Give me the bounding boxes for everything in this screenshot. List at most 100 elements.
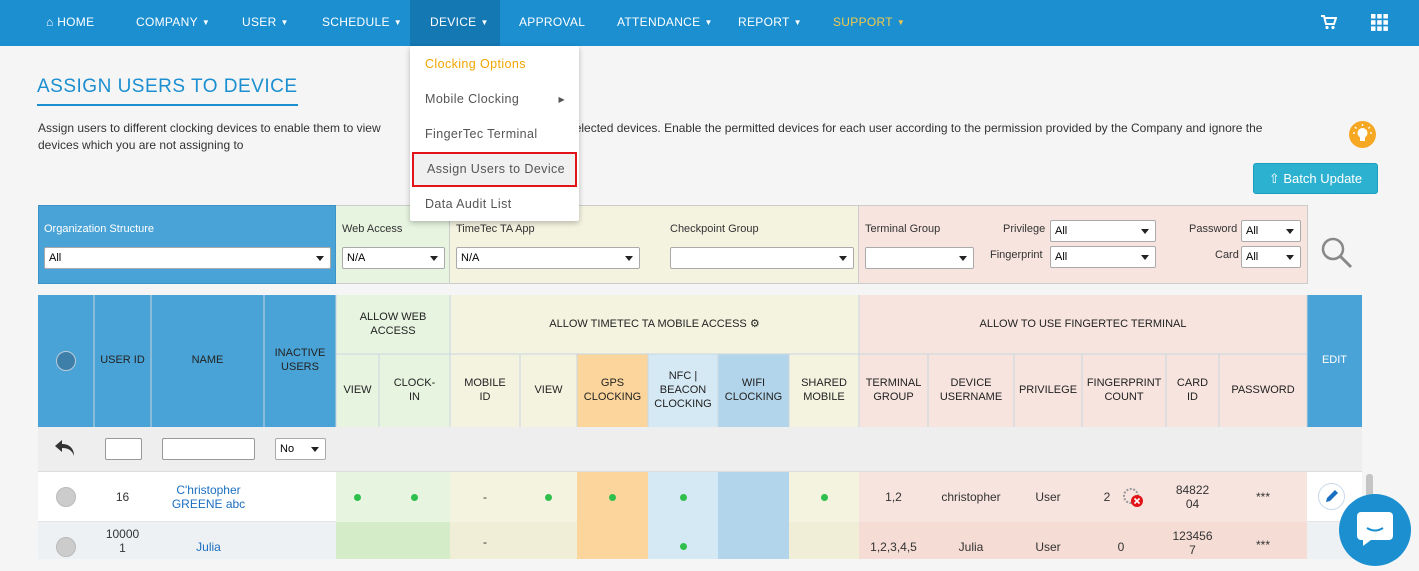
privilege-cell: User (1035, 490, 1061, 504)
edit-button[interactable] (1318, 483, 1345, 510)
nav-approval[interactable]: APPROVAL (519, 15, 586, 29)
password-select[interactable]: All (1241, 220, 1301, 242)
row-wifi-bg (718, 472, 789, 522)
user-name-link[interactable]: Julia (196, 540, 221, 554)
check-icon (56, 351, 76, 371)
nav-home[interactable]: ⌂ HOME (46, 15, 95, 29)
terminal-group-cell: 1,2,3,4,5 (870, 540, 917, 554)
timetec-app-label: TimeTec TA App (456, 223, 535, 235)
header-clock-in: CLOCK-IN (393, 377, 436, 403)
row-finger-bg (859, 522, 1307, 559)
header-card-id: CARD ID (1176, 377, 1209, 403)
header-shared: SHARED MOBILE (801, 377, 847, 403)
user-id-filter-input[interactable] (105, 438, 142, 460)
device-username-cell: christopher (941, 490, 1001, 504)
menu-item-fingertec-terminal[interactable]: FingerTec Terminal (425, 127, 538, 141)
header-edit-group (1307, 295, 1362, 427)
row-nfc-bg (648, 522, 718, 559)
mobile-id-cell: - (483, 535, 487, 549)
nav-attendance[interactable]: ATTENDANCE ▼ (617, 15, 713, 29)
nfc-dot[interactable] (648, 472, 718, 522)
checkpoint-group-select[interactable] (670, 247, 854, 269)
privilege-select[interactable]: All (1050, 220, 1156, 242)
home-icon: ⌂ (46, 15, 54, 29)
header-view2: VIEW (534, 384, 563, 396)
nav-report[interactable]: REPORT ▼ (738, 15, 802, 29)
header-view: VIEW (343, 384, 372, 396)
nav-schedule[interactable]: SCHEDULE ▼ (322, 15, 402, 29)
row-web-bg (336, 522, 450, 559)
row-checkbox[interactable] (38, 528, 94, 565)
gear-icon[interactable]: ⚙ (749, 318, 760, 330)
header-allow-mobile: ALLOW TIMETEC TA MOBILE ACCESS ⚙ (549, 318, 760, 330)
web-clockin-dot[interactable] (379, 472, 450, 522)
fingerprint-select[interactable]: All (1050, 246, 1156, 268)
web-access-select[interactable]: N/A (342, 247, 445, 269)
caret-right-icon: ▶ (558, 95, 565, 104)
check-icon (56, 487, 76, 507)
menu-item-assign-users[interactable]: Assign Users to Device (412, 152, 577, 187)
device-username-cell: Julia (958, 540, 984, 554)
name-filter-input[interactable] (162, 438, 255, 460)
header-left-group (38, 295, 336, 427)
card-label: Card (1215, 249, 1239, 261)
upload-icon: ⇧ (1268, 171, 1280, 186)
filter-terminal-panel (859, 205, 1308, 284)
org-structure-label: Organization Structure (44, 223, 155, 235)
fp-count-cell: 2 (1103, 490, 1111, 504)
terminal-group-label: Terminal Group (865, 223, 941, 235)
check-icon (56, 536, 76, 557)
header-finger-group (859, 295, 1307, 427)
menu-item-mobile-clocking[interactable]: Mobile Clocking ▶ (410, 82, 579, 117)
header-wifi-bg (718, 354, 789, 427)
shared-dot[interactable] (789, 472, 859, 522)
nav-device[interactable]: DEVICE ▼ (410, 0, 500, 46)
card-id-cell: 123456 7 (1172, 529, 1213, 557)
fp-count-cell: 0 (1117, 540, 1125, 554)
header-user-id[interactable]: USER ID (100, 354, 145, 366)
mobile-id-cell: - (483, 490, 487, 504)
user-id-cell: 16 (115, 490, 130, 504)
card-select[interactable]: All (1241, 246, 1301, 268)
terminal-group-select[interactable] (865, 247, 974, 269)
menu-item-clocking-options[interactable]: Clocking Options (425, 57, 526, 71)
batch-update-button[interactable]: ⇧ Batch Update (1253, 163, 1378, 194)
inactive-filter-select[interactable]: No (275, 438, 326, 460)
fingerprint-label: Fingerprint (990, 249, 1043, 261)
header-password: PASSWORD (1231, 384, 1295, 396)
header-mobile-id: MOBILE ID (464, 377, 506, 403)
web-view-dot[interactable] (336, 472, 379, 522)
header-name[interactable]: NAME (191, 354, 224, 366)
fingerprint-delete-icon[interactable] (1122, 487, 1144, 514)
row-checkbox[interactable] (38, 472, 94, 522)
org-structure-select[interactable]: All (44, 247, 331, 269)
chat-button[interactable] (1339, 494, 1411, 566)
nav-user[interactable]: USER ▼ (242, 15, 289, 29)
search-icon[interactable] (1320, 236, 1354, 270)
header-web-group (336, 295, 450, 427)
vertical-scrollbar[interactable] (1366, 474, 1373, 512)
menu-item-data-audit-list[interactable]: Data Audit List (425, 197, 512, 211)
nfc-dot[interactable] (648, 536, 718, 556)
mobile-view-dot[interactable] (520, 472, 577, 522)
cart-icon[interactable] (1320, 14, 1338, 32)
card-id-cell: 84822 04 (1175, 483, 1210, 511)
page-title: ASSIGN USERS TO DEVICE (37, 76, 298, 106)
timetec-app-select[interactable]: N/A (456, 247, 640, 269)
privilege-cell: User (1035, 540, 1061, 554)
nav-support[interactable]: SUPPORT ▼ (833, 15, 906, 29)
nav-company[interactable]: COMPANY ▼ (136, 15, 211, 29)
header-nfc: NFC | BEACON CLOCKING (654, 370, 712, 410)
row-gps-bg (577, 522, 648, 559)
user-name-link[interactable]: C'hristopher GREENE abc (171, 483, 246, 511)
undo-icon[interactable] (53, 438, 77, 463)
header-terminal-group: TERMINAL GROUP (865, 377, 922, 403)
lightbulb-icon[interactable] (1349, 121, 1376, 148)
row-wifi-bg (718, 522, 789, 559)
header-fp-count: FINGERPRINT COUNT (1086, 377, 1162, 403)
gps-dot[interactable] (577, 472, 648, 522)
header-gps-bg (577, 354, 648, 427)
apps-grid-icon[interactable] (1371, 14, 1388, 32)
web-access-label: Web Access (342, 223, 403, 235)
select-all-check[interactable] (38, 295, 94, 427)
